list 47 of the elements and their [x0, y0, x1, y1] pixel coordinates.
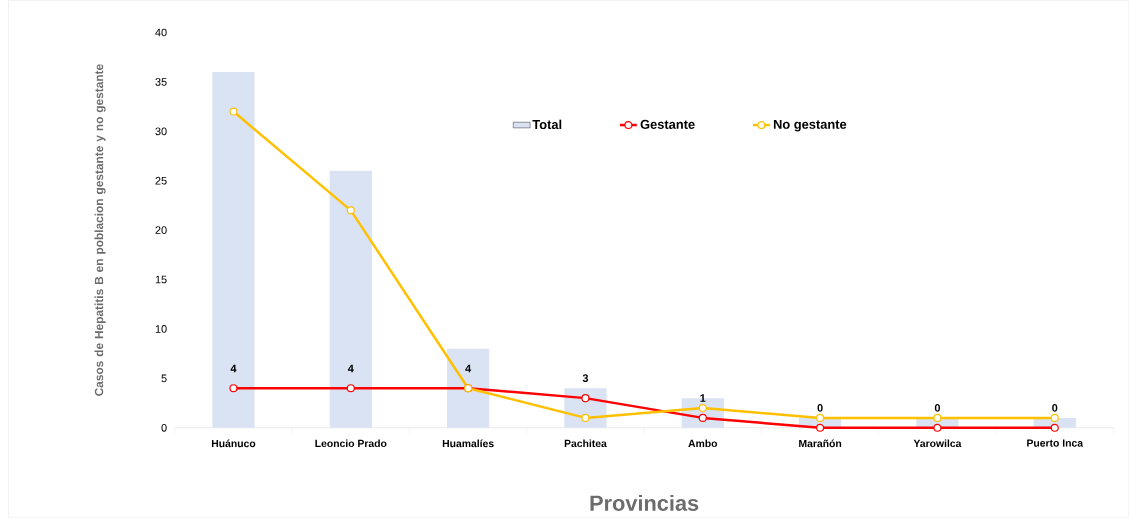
bar: [329, 170, 372, 428]
data-label: 4: [465, 364, 472, 373]
y-tick-label: 5: [161, 374, 167, 383]
point: [816, 423, 825, 432]
x-tick-label: Leoncio Prado: [315, 439, 387, 448]
legend-label: Total: [532, 119, 562, 130]
y-tick-label: 0: [161, 424, 167, 432]
point: [816, 413, 825, 423]
point: [933, 413, 942, 423]
point: [698, 403, 707, 413]
data-label: 0: [934, 404, 941, 412]
point: [1050, 423, 1059, 432]
y-tick-label: 40: [155, 28, 167, 37]
x-tick-label: Marañón: [799, 439, 842, 448]
data-label: 0: [1052, 404, 1058, 412]
point: [229, 107, 238, 116]
legend-label: No gestante: [773, 119, 847, 132]
x-tick-label: Huánuco: [211, 439, 256, 448]
data-label: 4: [230, 364, 237, 373]
bar: [447, 348, 490, 428]
data-label: 4: [347, 364, 354, 373]
point: [346, 384, 355, 393]
x-tick-label: Huamalíes: [442, 439, 494, 448]
y-axis-title: Casos de Hepatitis B en poblacion gestante y no gestante: [94, 64, 106, 396]
data-label: 1: [700, 394, 706, 402]
bar: [212, 72, 255, 428]
x-tick-label: Puerto Inca: [1027, 439, 1084, 447]
point: [581, 413, 590, 423]
x-axis-title: Provincias: [590, 494, 699, 511]
legend-label: Gestante: [640, 119, 695, 129]
point: [933, 423, 942, 432]
y-tick-label: 35: [155, 78, 167, 86]
y-tick-label: 15: [155, 275, 167, 284]
point: [229, 384, 238, 393]
y-tick-label: 10: [155, 325, 167, 333]
point: [698, 413, 707, 423]
x-tick-label: Yarowilca: [913, 439, 962, 448]
y-tick-label: 20: [155, 226, 167, 235]
x-tick-label: Ambo: [688, 439, 718, 448]
y-tick-label: 25: [155, 176, 167, 185]
data-label: 3: [582, 374, 589, 383]
x-tick-label: Pachitea: [564, 439, 607, 448]
data-label: 0: [817, 404, 823, 412]
point: [1050, 413, 1059, 423]
point: [581, 394, 590, 403]
y-tick-label: 30: [155, 127, 167, 136]
point: [346, 206, 355, 215]
